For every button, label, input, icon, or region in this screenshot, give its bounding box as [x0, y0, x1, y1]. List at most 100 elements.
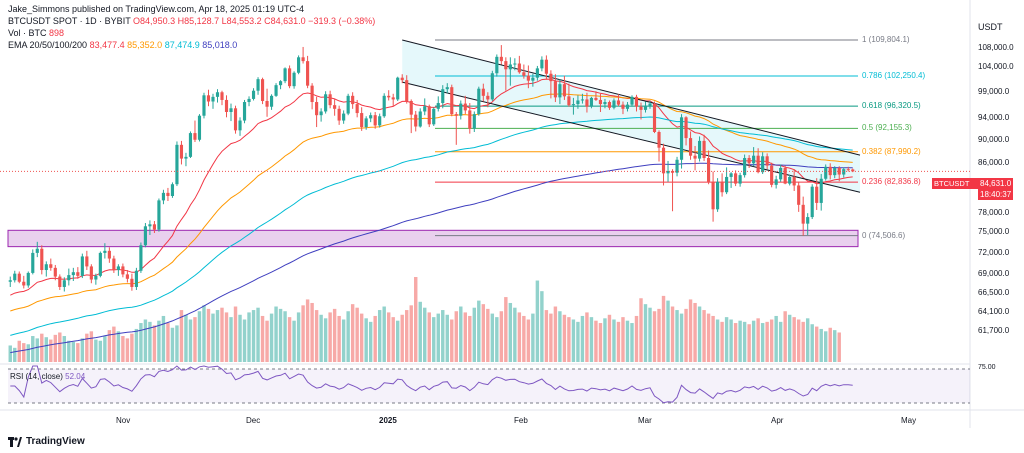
- candle-body: [454, 114, 458, 116]
- volume-bar: [143, 319, 148, 362]
- tradingview-logo-icon: [8, 436, 22, 447]
- volume-bar: [607, 314, 612, 362]
- candle-body: [116, 266, 120, 271]
- volume-bar: [274, 306, 278, 362]
- volume-bar: [549, 313, 553, 362]
- candle-body: [436, 103, 440, 109]
- volume-bar: [679, 313, 684, 362]
- candle-body: [684, 117, 688, 139]
- volume-bar: [341, 319, 346, 362]
- candle-body: [801, 204, 805, 224]
- volume-bar: [490, 313, 495, 362]
- candle-body: [725, 176, 729, 193]
- candle-body: [373, 115, 377, 126]
- price-tick-label: 104,000.0: [978, 62, 1014, 72]
- volume-bar: [350, 304, 355, 362]
- volume-bar: [188, 319, 193, 362]
- volume-bar: [184, 314, 188, 362]
- candle-body: [170, 184, 175, 196]
- price-tick-label: 61,700.0: [978, 325, 1010, 335]
- volume-bar: [432, 317, 436, 362]
- support-zone-box: [7, 229, 859, 248]
- candle-body: [643, 105, 648, 110]
- candle-body: [179, 144, 184, 159]
- candle-body: [369, 115, 373, 119]
- volume-bar: [94, 339, 98, 362]
- volume-bar: [395, 320, 400, 362]
- candle-body: [139, 245, 143, 271]
- volume-bar: [513, 307, 517, 362]
- volume-bar: [386, 312, 391, 362]
- candle-body: [495, 56, 499, 74]
- month-label: Mar: [638, 416, 652, 425]
- candle-body: [260, 79, 265, 101]
- candle-body: [702, 140, 706, 159]
- candle-body: [80, 256, 84, 276]
- volume-bar: [278, 308, 283, 362]
- volume-bar: [202, 305, 206, 362]
- candle-body: [193, 133, 197, 140]
- fib-level-label: 0.786 (102,250.4): [862, 70, 926, 80]
- rsi-legend: RSI (14, close) 52.04: [10, 372, 85, 381]
- volume-bar: [238, 314, 242, 362]
- candle-body: [846, 169, 850, 171]
- volume-bar: [733, 323, 738, 362]
- volume-bar: [805, 318, 810, 362]
- symbol-name: BTCUSDT SPOT · 1D · BYBIT: [8, 16, 131, 26]
- candle-body: [716, 181, 720, 210]
- tradingview-logo[interactable]: TradingView: [8, 436, 85, 447]
- volume-bar: [796, 319, 801, 362]
- volume-bar: [134, 328, 139, 362]
- volume-bar: [368, 321, 373, 362]
- candle-body: [450, 87, 454, 115]
- candle-body: [242, 102, 247, 121]
- candle-body: [562, 84, 566, 97]
- candle-body: [598, 99, 603, 105]
- volume-bar: [553, 306, 558, 362]
- volume-bar: [80, 338, 85, 362]
- candle-body: [215, 92, 220, 97]
- volume-bar: [364, 318, 368, 362]
- candle-body: [788, 176, 792, 184]
- candle-body: [445, 87, 449, 90]
- volume-bar: [346, 311, 350, 362]
- candle-body: [810, 186, 814, 218]
- volume-bar: [819, 328, 823, 362]
- candle-body: [98, 252, 102, 276]
- month-label: Nov: [116, 416, 131, 425]
- candle-body: [571, 104, 575, 106]
- volume-bar: [468, 315, 472, 362]
- candle-body: [269, 95, 274, 107]
- candle-body: [738, 175, 742, 184]
- volume-bar: [666, 300, 670, 362]
- candle-body: [734, 173, 738, 184]
- volume-bar: [630, 323, 634, 362]
- candle-body: [567, 96, 571, 106]
- fib-level-label: 1 (109,804.1): [862, 34, 910, 44]
- brand-name: TradingView: [26, 436, 85, 447]
- volume-bar: [621, 317, 625, 362]
- candle-body: [508, 64, 512, 70]
- fib-level-label: 0.382 (87,990.2): [862, 146, 921, 156]
- volume-bar: [197, 311, 202, 362]
- currency-label: USDT: [978, 22, 1003, 32]
- candle-body: [743, 158, 747, 176]
- volume-bar: [319, 314, 323, 362]
- volume-bar: [107, 330, 112, 362]
- volume-bar: [265, 320, 269, 362]
- candle-body: [8, 280, 12, 282]
- volume-bar: [359, 313, 364, 362]
- candle-body: [251, 90, 256, 99]
- volume-bar: [760, 323, 765, 362]
- candle-body: [53, 267, 57, 277]
- candle-body: [238, 120, 242, 131]
- candle-body: [346, 95, 350, 114]
- candle-body: [157, 200, 161, 230]
- candle-body: [94, 275, 98, 280]
- volume-bar: [612, 319, 616, 362]
- price-tick-label: 99,000.0: [978, 87, 1010, 97]
- volume-bar: [477, 300, 481, 362]
- candle-body: [278, 81, 283, 86]
